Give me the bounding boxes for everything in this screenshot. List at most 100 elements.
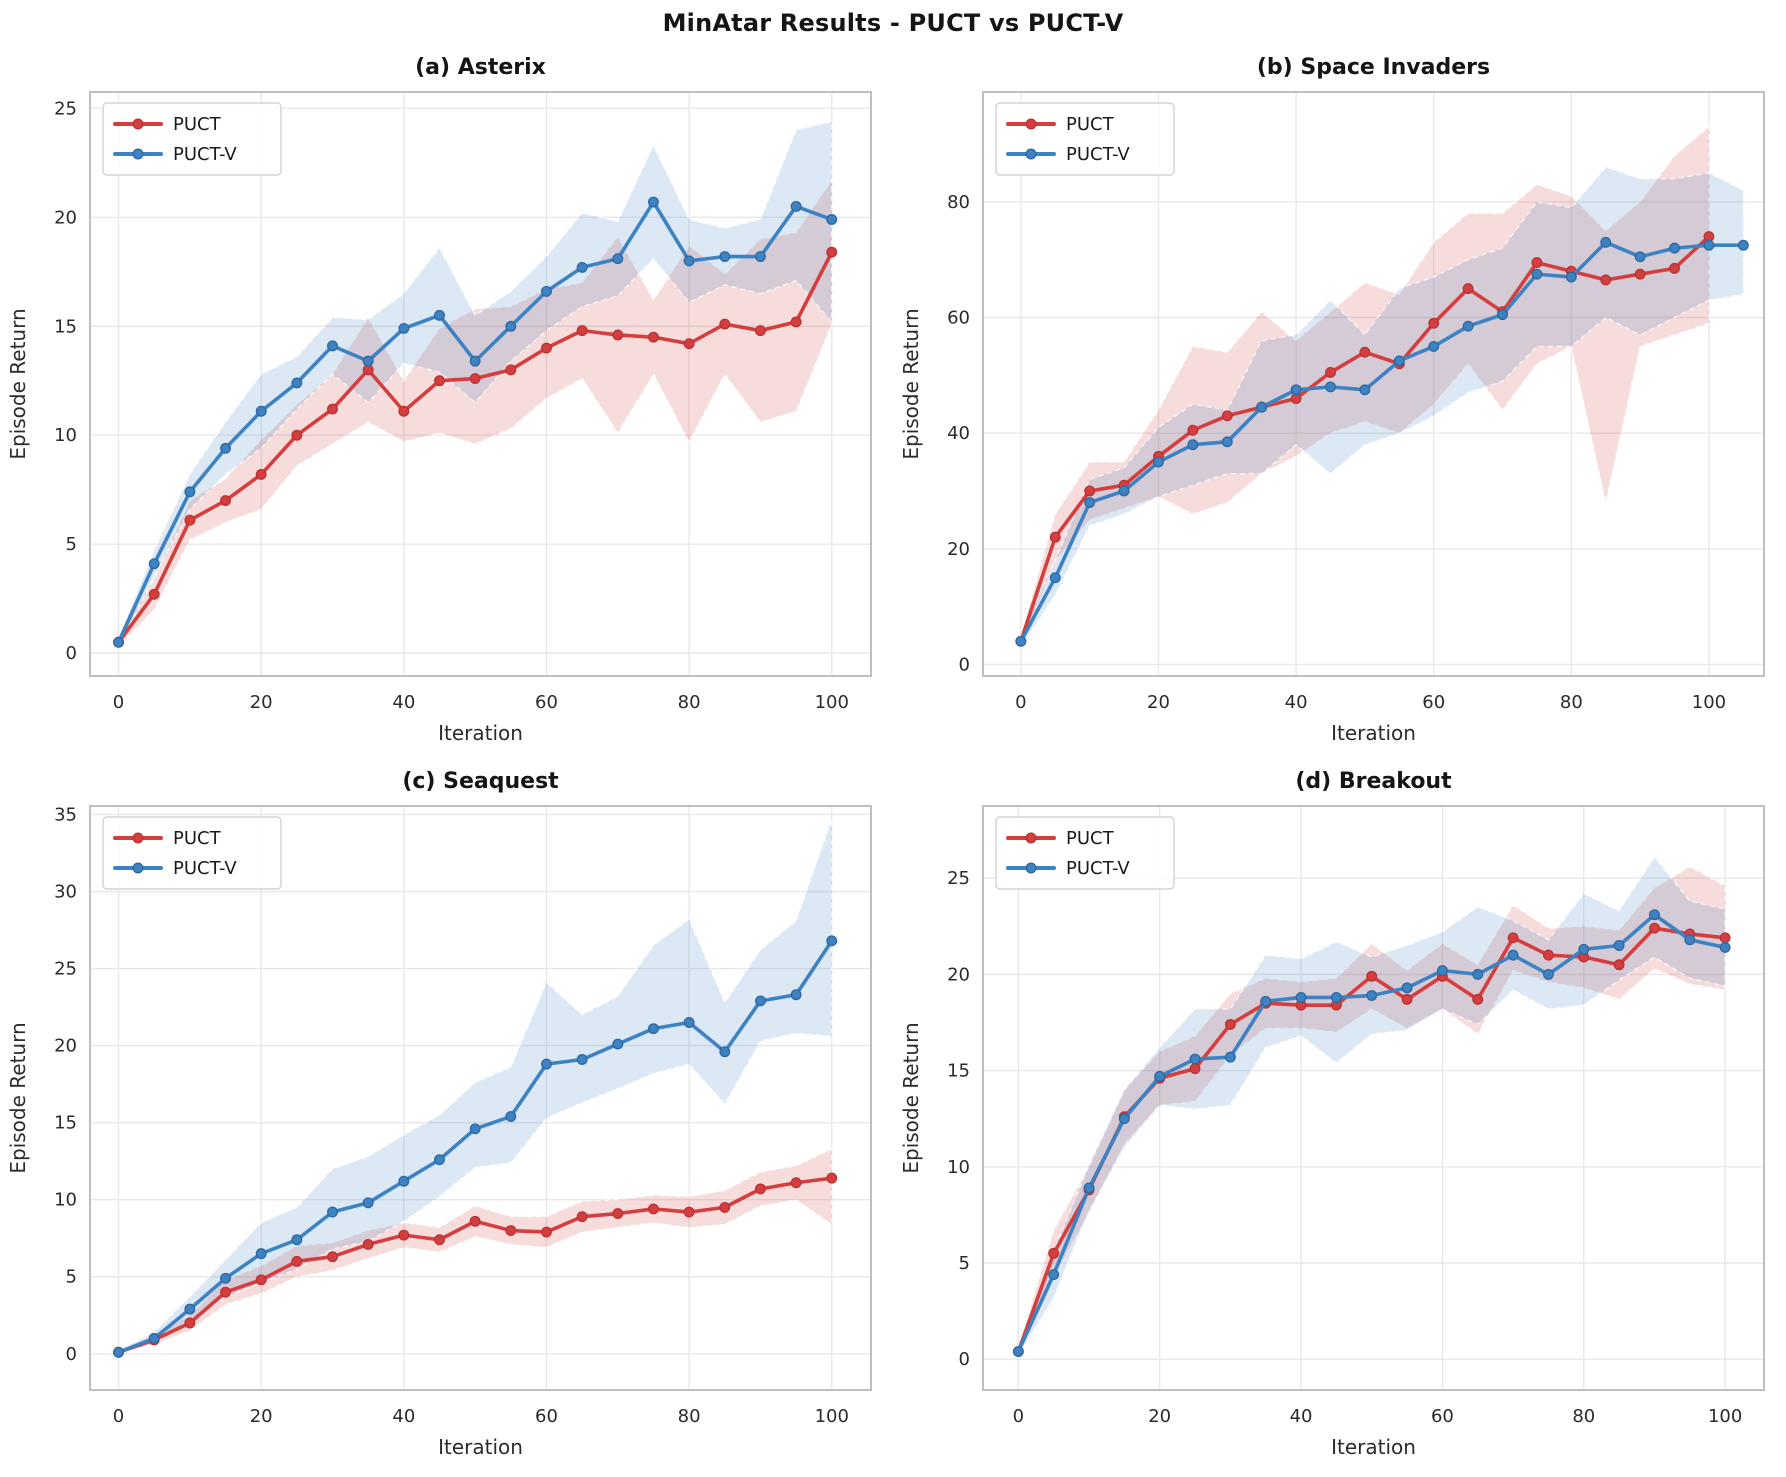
plot-area — [983, 806, 1764, 1390]
data-point — [576, 1211, 588, 1223]
data-point — [1224, 1051, 1236, 1063]
data-point — [1084, 497, 1096, 508]
data-point — [612, 329, 624, 341]
data-point — [683, 1206, 695, 1218]
data-point — [1565, 271, 1577, 283]
y-tick-label: 0 — [959, 1349, 970, 1370]
series-markers-puct-v — [1015, 236, 1749, 647]
data-point — [1401, 993, 1413, 1005]
legend-label-puct: PUCT — [1066, 828, 1115, 849]
confidence-band-puct-v — [1017, 855, 1726, 1358]
data-point — [1260, 995, 1272, 1007]
data-point — [541, 1058, 552, 1070]
data-point — [576, 325, 588, 337]
gridlines — [983, 92, 1764, 676]
data-point — [1737, 239, 1749, 251]
plot-area — [90, 92, 871, 676]
data-point — [1048, 1269, 1060, 1281]
data-point — [1669, 242, 1681, 254]
data-point — [1012, 1346, 1024, 1357]
x-tick-label: 60 — [1431, 1406, 1454, 1427]
data-point — [790, 316, 802, 328]
data-point — [398, 405, 410, 417]
legend-label-puct: PUCT — [173, 828, 222, 849]
y-tick-label: 30 — [54, 882, 77, 903]
data-point — [1187, 439, 1199, 451]
data-point — [1428, 317, 1440, 329]
data-point — [1472, 968, 1484, 980]
x-tick-label: 80 — [1560, 692, 1583, 713]
series-markers-puct-v — [1012, 909, 1731, 1357]
chart-space-invaders: 0 20 40 60 80 100 0 20 40 60 80 Iteration Episode Re… — [899, 55, 1765, 745]
legend: PUCT PUCT-V — [995, 816, 1175, 890]
data-point — [648, 1023, 659, 1035]
legend-label-puct-v: PUCT-V — [173, 858, 237, 879]
data-point — [434, 1234, 445, 1246]
data-point — [826, 214, 838, 225]
data-point — [469, 1215, 481, 1227]
tick-labels: 0 20 40 60 80 100 0 5 10 15 20 25 — [54, 98, 849, 713]
y-tick-label: 20 — [947, 539, 970, 560]
data-point — [184, 1317, 196, 1329]
x-tick-label: 60 — [535, 692, 558, 713]
data-point — [398, 1229, 410, 1241]
data-point — [1497, 309, 1508, 321]
data-point — [220, 1272, 231, 1284]
x-tick-label: 80 — [678, 692, 701, 713]
data-point — [1428, 340, 1440, 352]
legend: PUCT PUCT-V — [995, 102, 1175, 176]
chart-asterix: 0 20 40 60 80 100 0 5 10 15 20 25 Iteration Episode R… — [6, 55, 872, 745]
data-point — [1578, 943, 1590, 955]
legend-label-puct-v: PUCT-V — [1066, 144, 1130, 165]
data-point — [184, 514, 196, 526]
data-point — [541, 1226, 552, 1238]
x-tick-label: 0 — [1013, 1406, 1024, 1427]
x-tick-label: 100 — [1692, 692, 1726, 713]
panel-title: (d) Breakout — [1295, 769, 1452, 794]
y-tick-label: 10 — [947, 1157, 970, 1178]
data-point — [612, 1038, 624, 1050]
data-point — [1049, 531, 1061, 543]
chart-grid: 0 20 40 60 80 100 0 5 10 15 20 25 Iteration Episode R… — [0, 46, 1786, 1474]
x-tick-label: 80 — [678, 1406, 701, 1427]
data-point — [505, 320, 517, 332]
legend-marker-puct-v — [1025, 148, 1037, 160]
data-point — [541, 285, 552, 297]
x-tick-label: 40 — [392, 692, 415, 713]
data-point — [1600, 274, 1612, 286]
legend-marker-puct — [1025, 832, 1037, 844]
y-tick-label: 5 — [66, 1267, 77, 1288]
legend-marker-puct-v — [132, 148, 144, 160]
data-point — [148, 1332, 160, 1344]
data-point — [1224, 1018, 1236, 1030]
data-point — [113, 636, 124, 648]
data-point — [1472, 993, 1484, 1005]
data-point — [1649, 909, 1660, 921]
series-markers-puct — [1015, 231, 1715, 647]
data-point — [1049, 572, 1061, 584]
legend-label-puct-v: PUCT-V — [173, 144, 237, 165]
data-point — [755, 1183, 766, 1195]
legend-label-puct-v: PUCT-V — [1066, 858, 1130, 879]
data-point — [184, 486, 196, 498]
data-point — [327, 403, 338, 415]
data-point — [648, 331, 659, 343]
data-point — [469, 1123, 481, 1135]
y-tick-label: 25 — [54, 959, 77, 980]
x-tick-label: 40 — [1290, 1406, 1313, 1427]
data-point — [1649, 922, 1660, 934]
confidence-band-puct — [117, 178, 833, 649]
data-point — [1613, 940, 1625, 951]
data-point — [755, 251, 766, 262]
plot-border — [89, 805, 872, 1391]
x-tick-label: 100 — [1708, 1406, 1742, 1427]
data-point — [719, 251, 731, 262]
panel-title: (b) Space Invaders — [1257, 55, 1490, 80]
y-tick-label: 35 — [54, 804, 77, 825]
y-axis-label: Episode Return — [6, 308, 30, 459]
series-markers-puct — [113, 1172, 838, 1358]
data-point — [1507, 949, 1519, 961]
data-point — [434, 309, 445, 321]
data-point — [683, 255, 695, 267]
data-point — [255, 1274, 267, 1286]
